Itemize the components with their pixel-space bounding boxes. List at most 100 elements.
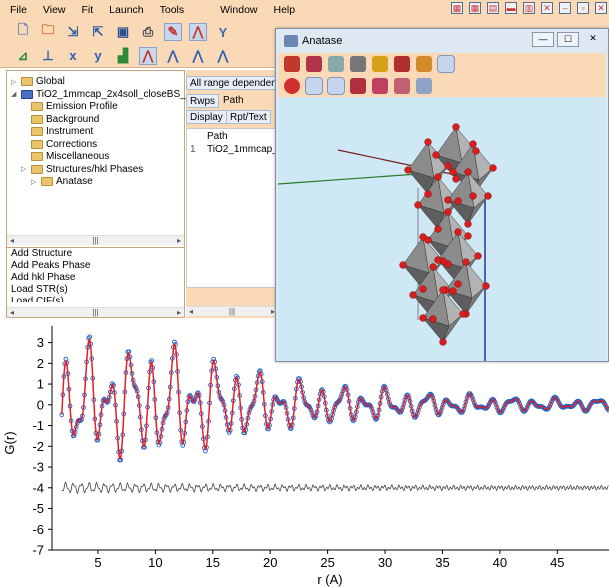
octahedron-face [467,195,489,225]
tree-item[interactable]: Miscellaneous [21,150,109,163]
pencil-icon[interactable]: ✎ [164,23,182,41]
range-dependent-label[interactable]: All range dependent [186,76,284,90]
lens-icon[interactable] [394,78,410,94]
action-item[interactable]: Load STR(s) [11,284,68,295]
action-item[interactable]: Load CIF(s) [11,296,64,302]
atoms-label-icon[interactable] [416,56,432,72]
restore-icon[interactable]: ✕ [541,2,553,14]
actions-scrollbar[interactable]: ◂ ||| ▸ [7,307,184,317]
grid-scrollbar[interactable]: ◂ ||| ▸ [186,306,278,316]
oxygen-atom [469,192,477,200]
peaks-blue-icon[interactable]: ⋀ [167,47,179,63]
tab-rpt-text[interactable]: Rpt/Text [226,110,271,124]
oxygen-atom [464,232,472,240]
close-icon[interactable]: ✕ [595,2,607,14]
structure-window-icon [284,35,298,47]
close-button[interactable]: ✕ [589,33,597,43]
eye-icon[interactable] [350,56,366,72]
save-icon[interactable]: ▣ [116,24,130,39]
float-icon[interactable]: ▫ [577,2,589,14]
new-file-icon[interactable]: 🗋 [17,22,29,37]
folder-icon [31,127,43,136]
y-icon[interactable]: Y [218,24,228,40]
paint-icon[interactable] [372,56,388,72]
maximize-button[interactable]: ☐ [557,32,579,47]
oxygen-atom [459,310,467,318]
oxygen-atom [434,173,442,181]
crystal-viewport[interactable] [278,98,606,361]
oxygen-atom [404,166,412,174]
column-header-path[interactable]: Path [207,131,228,142]
tree-item[interactable]: ◢ TiO2_1mmcap_2x4soll_closeBS_ra [11,88,195,101]
tree-item[interactable]: ▷ Global [11,75,65,88]
cube-icon[interactable] [394,56,410,72]
ball-stick-icon[interactable] [327,77,345,95]
menu-window[interactable]: Window [220,4,258,16]
polyhedron-icon[interactable] [306,56,322,72]
minimize-icon[interactable]: – [559,2,571,14]
tree-item[interactable]: ▷ Structures/hkl Phases [21,163,143,176]
atoms-icon[interactable] [437,55,455,73]
peaks-fit-icon[interactable]: ⋀ [217,47,229,63]
y-axis-icon[interactable]: ⊥ [42,47,54,63]
tab-rwps[interactable]: Rwps [186,94,220,108]
oxygen-atom [474,252,482,260]
open-icon[interactable]: 🗀 [41,22,55,37]
action-list: Add Structure Add Peaks Phase Add hkl Phas… [7,247,184,307]
unit-cell-icon[interactable] [350,78,366,94]
tree-item[interactable]: Background [21,113,99,126]
expander-icon[interactable]: ◢ [11,91,17,98]
sphere-icon[interactable] [284,78,300,94]
row-index: 1 [190,144,196,155]
tree-item[interactable]: Instrument [21,125,93,138]
tree-item[interactable]: ▷ Anatase [31,175,93,188]
menu-launch[interactable]: Launch [109,4,144,16]
y-tick-label: 0 [37,397,44,412]
expander-icon[interactable]: ▷ [21,166,27,173]
tab-path[interactable]: Path [223,95,244,106]
xy-plot-icon[interactable]: ⊿ [17,47,29,63]
menu-help[interactable]: Help [273,4,296,16]
tree-item[interactable]: Corrections [21,138,97,151]
action-item[interactable]: Add Structure [11,248,73,259]
oxygen-atom [454,280,462,288]
path-grid: Path 1 TiO2_1mmcap_2 [186,128,283,288]
print-icon[interactable]: ⎙ [142,24,154,39]
import-icon[interactable]: ⇲ [67,24,79,39]
layout-icon[interactable]: ▬ [505,2,517,14]
anatase-title-bar[interactable]: Anatase — ☐ ✕ [276,29,608,53]
menu-fit[interactable]: Fit [81,4,94,16]
action-item[interactable]: Add hkl Phase [11,272,76,283]
checklist-icon[interactable] [284,56,300,72]
tab-display[interactable]: Display [186,110,227,124]
menu-tools[interactable]: Tools [159,4,185,16]
expander-icon[interactable]: ▷ [11,78,17,86]
action-item[interactable]: Add Peaks Phase [11,260,91,271]
stick-icon[interactable] [305,77,323,95]
minimize-button[interactable]: — [532,32,554,47]
orbital-icon[interactable] [372,78,388,94]
oxygen-atom [462,258,470,266]
spectrum-icon[interactable]: ▟ [118,47,128,63]
x-label-icon[interactable]: x [69,48,77,63]
panel-icon[interactable]: ▥ [523,2,535,14]
folder-icon [31,152,43,161]
peaks-multi-icon[interactable]: ⋀ [192,47,204,63]
tree-item[interactable]: Emission Profile [21,100,118,113]
peak-icon[interactable]: ⋀ [189,23,207,41]
grid-icon[interactable] [416,78,432,94]
cascade-icon[interactable]: ▦ [451,2,463,14]
y-label-icon[interactable]: y [94,48,102,63]
menu-view[interactable]: View [42,4,66,16]
expander-icon[interactable]: ▷ [31,178,37,186]
tree-scrollbar[interactable]: ◂ ||| ▸ [7,235,184,245]
row-path-value[interactable]: TiO2_1mmcap_2 [207,144,284,155]
tree-item-label: Instrument [46,126,94,137]
export-icon[interactable]: ⇱ [92,24,104,39]
arrange-icon[interactable]: ▤ [487,2,499,14]
peaks-icon[interactable]: ⋀ [139,46,157,65]
tile-icon[interactable]: ▦ [469,2,481,14]
menu-file[interactable]: File [10,4,27,16]
bond-icon[interactable] [328,56,344,72]
